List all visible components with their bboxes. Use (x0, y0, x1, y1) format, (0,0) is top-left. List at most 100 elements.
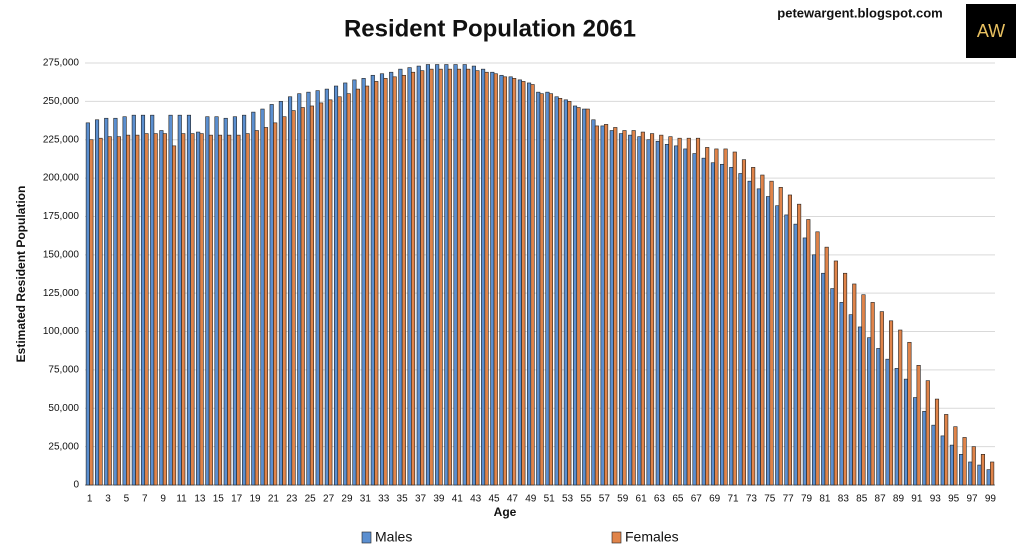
x-tick-label: 43 (470, 494, 482, 505)
logo-box (966, 4, 1016, 58)
bar (199, 133, 204, 486)
bar (655, 140, 660, 486)
bar (499, 74, 504, 486)
bar (236, 134, 241, 486)
bar (778, 186, 783, 486)
bar (208, 134, 213, 486)
x-tick-label: 7 (142, 494, 148, 505)
bar (471, 65, 476, 486)
bar (618, 133, 624, 486)
bar (640, 131, 645, 486)
bar (94, 119, 100, 486)
bar (379, 73, 385, 486)
x-tick-label: 39 (433, 494, 445, 505)
bar (490, 71, 495, 486)
bar (710, 162, 715, 486)
bar (140, 114, 146, 486)
bar (288, 96, 293, 486)
bar (181, 133, 186, 486)
bar (282, 116, 287, 486)
bar (168, 114, 173, 486)
x-tick-label: 87 (875, 494, 887, 505)
bar (867, 337, 872, 486)
bar (462, 64, 467, 486)
bar (177, 114, 182, 486)
bar (214, 116, 219, 486)
bar (604, 124, 609, 486)
bar (242, 114, 247, 486)
x-tick-label: 25 (305, 494, 317, 505)
bar (714, 148, 719, 486)
bar (89, 139, 94, 486)
bar (833, 260, 838, 486)
bar (539, 93, 544, 486)
bar (370, 74, 375, 486)
bar (870, 302, 875, 486)
x-tick-label: 1 (87, 494, 93, 505)
y-tick-label: 125,000 (43, 288, 80, 299)
bar (227, 134, 232, 486)
bar (664, 144, 669, 486)
bar (159, 130, 164, 486)
x-tick-label: 75 (764, 494, 776, 505)
x-tick-label: 37 (415, 494, 427, 505)
legend-label: Females (625, 529, 679, 545)
bar (352, 79, 357, 486)
bar (563, 99, 568, 486)
bar (756, 188, 761, 486)
x-tick-label: 63 (654, 494, 666, 505)
bar (144, 133, 149, 486)
bar (787, 194, 792, 486)
bar (848, 314, 853, 486)
bar (600, 125, 605, 486)
bar (392, 76, 397, 486)
bar (775, 205, 780, 486)
bar (512, 78, 517, 486)
bar (263, 127, 269, 486)
bar (306, 91, 311, 486)
bar (793, 223, 798, 486)
x-tick-label: 79 (801, 494, 813, 505)
bar (517, 79, 522, 486)
bar (582, 108, 587, 486)
bar (401, 74, 406, 486)
bar (416, 65, 421, 486)
x-tick-label: 35 (397, 494, 409, 505)
x-tick-label: 21 (268, 494, 280, 505)
bar (447, 68, 452, 486)
bar (355, 88, 360, 486)
bar (631, 130, 636, 486)
bar (131, 114, 136, 486)
bar (444, 64, 449, 486)
x-tick-label: 91 (911, 494, 923, 505)
bar (98, 137, 103, 486)
bar (815, 231, 820, 486)
bar (273, 122, 278, 486)
x-tick-label: 97 (966, 494, 978, 505)
bar (659, 134, 664, 486)
x-axis-label: Age (494, 505, 517, 519)
x-tick-label: 57 (599, 494, 611, 505)
bar (545, 91, 550, 486)
bar (686, 137, 691, 486)
bar (861, 294, 866, 486)
bar (527, 82, 532, 486)
bar (576, 107, 581, 486)
bar (205, 116, 210, 486)
bar (705, 147, 710, 486)
bar (508, 76, 513, 486)
x-tick-label: 65 (672, 494, 684, 505)
bar (953, 426, 958, 486)
x-tick-label: 71 (727, 494, 739, 505)
bar (383, 78, 388, 486)
x-tick-label: 77 (783, 494, 795, 505)
legend-label: Males (375, 529, 412, 545)
x-tick-label: 45 (488, 494, 500, 505)
bar (986, 469, 991, 486)
bar (622, 130, 627, 486)
bar (797, 203, 802, 486)
bar (278, 101, 283, 486)
bar (85, 122, 90, 486)
x-tick-label: 83 (838, 494, 850, 505)
